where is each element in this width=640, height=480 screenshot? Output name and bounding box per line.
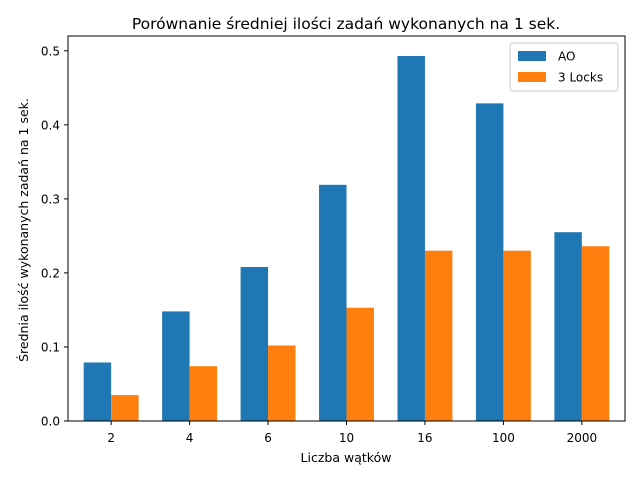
bar <box>111 395 139 421</box>
x-tick-label: 6 <box>264 431 272 445</box>
x-tick-label: 16 <box>417 431 432 445</box>
y-tick-label: 0.0 <box>41 415 60 429</box>
x-tick-label: 4 <box>186 431 194 445</box>
chart-title: Porównanie średniej ilości zadań wykonan… <box>132 15 560 33</box>
bar <box>581 246 610 421</box>
x-tick-label: 100 <box>492 431 515 445</box>
y-axis-ticks: 0.0 0.1 0.2 0.3 0.4 0.5 <box>41 44 68 429</box>
y-tick-label: 0.3 <box>41 192 60 206</box>
x-tick-label: 10 <box>339 431 354 445</box>
legend-swatch <box>518 51 546 61</box>
bar <box>554 232 582 421</box>
series-1-bars <box>83 55 582 422</box>
bar <box>503 250 531 421</box>
legend: AO 3 Locks <box>509 42 619 92</box>
bar <box>189 366 218 421</box>
y-tick-label: 0.5 <box>41 44 60 58</box>
y-tick-label: 0.2 <box>41 266 60 280</box>
bar <box>397 55 425 422</box>
bar <box>83 362 112 421</box>
bar <box>240 267 269 421</box>
legend-swatch <box>518 72 546 82</box>
series-2-bars <box>111 246 610 421</box>
x-tick-label: 2000 <box>567 431 598 445</box>
bar <box>162 311 190 421</box>
legend-label: AO <box>558 50 575 64</box>
y-tick-label: 0.1 <box>41 340 60 354</box>
bar <box>268 345 296 421</box>
bar <box>319 184 347 421</box>
x-tick-label: 2 <box>107 431 115 445</box>
y-axis-label: Średnia ilość wykonanych zadań na 1 sek. <box>16 98 31 362</box>
y-tick-label: 0.4 <box>41 118 60 132</box>
bar <box>346 307 374 421</box>
x-axis-ticks: 2 4 6 10 16 100 2000 <box>107 421 597 445</box>
x-axis-label: Liczba wątków <box>301 450 392 465</box>
bar <box>424 250 453 421</box>
bar <box>475 103 504 422</box>
legend-label: 3 Locks <box>558 71 603 85</box>
plot-area: 2 4 6 10 16 100 2000 0.0 0.1 0.2 0.3 0.4 0.5 <box>41 35 626 445</box>
